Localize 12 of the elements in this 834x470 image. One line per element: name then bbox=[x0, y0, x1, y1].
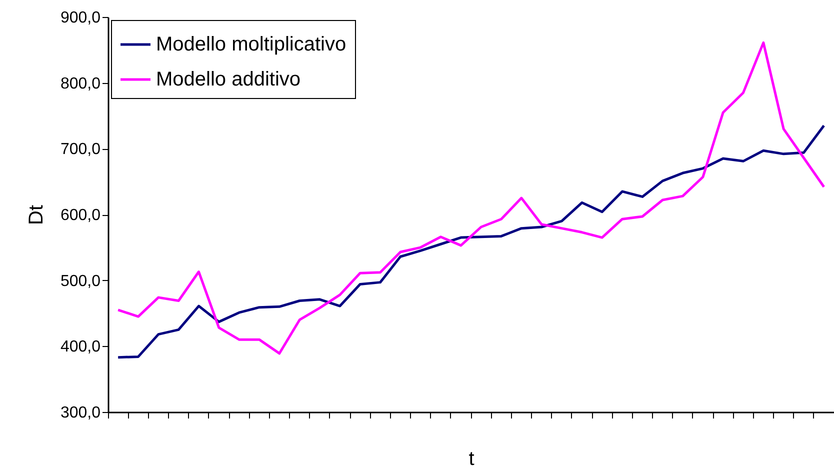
y-tick-label: 500,0 bbox=[60, 272, 101, 290]
y-tick-label: 600,0 bbox=[60, 207, 101, 224]
x-axis-title: t bbox=[468, 448, 475, 470]
y-tick-label: 400,0 bbox=[60, 338, 101, 356]
y-tick-label: 300,0 bbox=[60, 404, 101, 422]
y-tick-label: 800,0 bbox=[60, 75, 101, 92]
legend-label: Modello additivo bbox=[156, 68, 301, 90]
y-axis-title: Dt bbox=[25, 204, 48, 225]
line-series bbox=[116, 124, 826, 359]
y-tick-label: 900,0 bbox=[60, 10, 101, 26]
legend-label: Modello moltiplicativo bbox=[156, 34, 346, 56]
y-tick-label: 700,0 bbox=[60, 141, 101, 158]
